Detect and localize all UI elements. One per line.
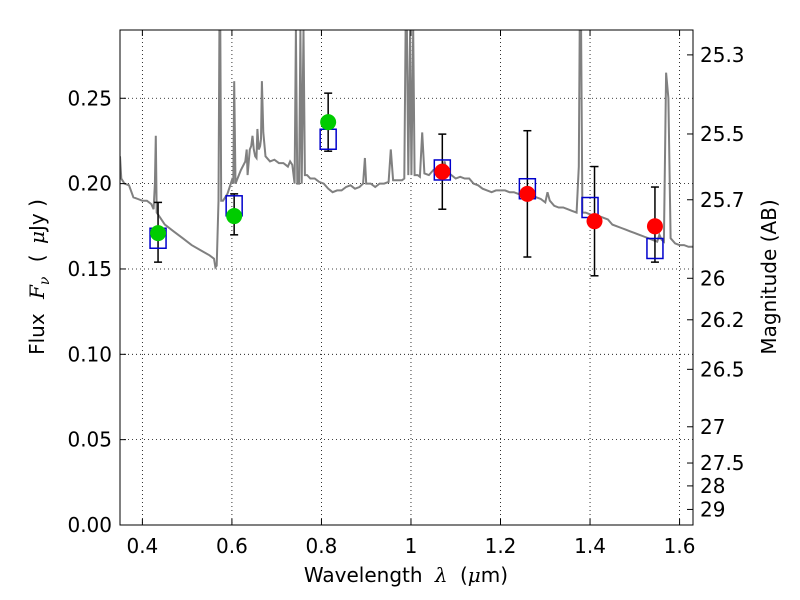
y2-tick-label: 28 xyxy=(700,474,725,498)
x-tick-label: 1 xyxy=(405,534,418,558)
y-tick-label: 0.05 xyxy=(67,428,112,452)
model-photometry-square xyxy=(433,159,452,181)
y2-tick-label: 25.5 xyxy=(700,122,745,146)
y-tick-label: 0.10 xyxy=(67,342,112,366)
x-tick-label: 1.6 xyxy=(664,534,696,558)
x-tick-label: 1.2 xyxy=(485,534,517,558)
observed-photometry-points xyxy=(150,114,663,242)
x-tick-label: 0.4 xyxy=(126,534,158,558)
x-tick-label: 0.6 xyxy=(216,534,248,558)
x-axis-label: Wavelength λ (μm) xyxy=(304,563,508,587)
y2-tick-label: 25.7 xyxy=(700,188,745,212)
observed-photometry-point xyxy=(226,208,243,225)
observed-photometry-point xyxy=(586,213,603,230)
y2-tick-label: 25.3 xyxy=(700,43,745,67)
observed-photometry-point xyxy=(646,218,663,235)
model-photometry-squares xyxy=(149,128,664,260)
x-tick-label: 0.8 xyxy=(306,534,338,558)
observed-photometry-point xyxy=(150,225,167,242)
y2-tick-label: 26 xyxy=(700,266,725,290)
y-tick-label: 0.00 xyxy=(67,513,112,537)
y-tick-label: 0.15 xyxy=(67,257,112,281)
y2-tick-label: 27 xyxy=(700,415,725,439)
y2-tick-label: 26.2 xyxy=(700,308,745,332)
model-spectrum-line xyxy=(120,30,693,270)
y2-tick-label: 27.5 xyxy=(700,451,745,475)
grid xyxy=(120,30,693,526)
observed-photometry-point xyxy=(434,163,451,180)
x-axis-ticks: 0.4 0.6 0.8 1 1.2 1.4 1.6 xyxy=(126,30,695,558)
y-tick-label: 0.25 xyxy=(67,86,112,110)
x-tick-label: 1.4 xyxy=(574,534,606,558)
y2-axis-label: Magnitude (AB) xyxy=(757,199,781,354)
model-photometry-square xyxy=(646,237,664,260)
y-axis-ticks: 0.00 0.05 0.10 0.15 0.20 0.25 xyxy=(67,86,126,537)
y2-tick-label: 26.5 xyxy=(700,357,745,381)
observed-photometry-point xyxy=(320,114,337,131)
y2-tick-label: 29 xyxy=(700,497,725,521)
plot-frame xyxy=(119,29,694,526)
y-tick-label: 0.20 xyxy=(67,172,112,196)
observed-photometry-point xyxy=(519,185,536,202)
y-axis-label: Flux Fν ( μJy ) xyxy=(25,199,54,355)
